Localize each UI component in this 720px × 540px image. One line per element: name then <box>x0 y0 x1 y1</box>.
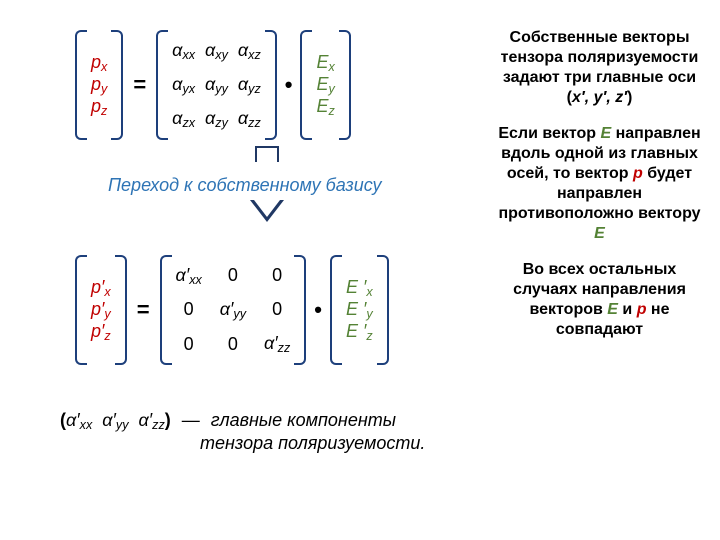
equals-sign: = <box>127 297 160 323</box>
equation-eigenbasis: p′x p′y p′z = α′xx 0 0 0 α′yy 0 0 0 α′zz… <box>75 255 389 365</box>
p-vector: px py pz <box>87 48 111 122</box>
explanation-sidebar: Собственные векторы тензора поляризуемос… <box>497 28 702 356</box>
bracket-icon <box>330 255 342 365</box>
E-vector: Ex Ey Ez <box>312 48 338 122</box>
bracket-icon <box>300 30 312 140</box>
sidebar-paragraph-1: Собственные векторы тензора поляризуемос… <box>497 28 702 108</box>
alpha-prime-matrix: α′xx 0 0 0 α′yy 0 0 0 α′zz <box>172 259 295 361</box>
bracket-icon <box>111 30 123 140</box>
p-prime-vector: p′x p′y p′z <box>87 273 115 347</box>
alpha-matrix: αxx αxy αxz αyx αyy αyz αzx αzy αzz <box>168 34 265 136</box>
bracket-icon <box>160 255 172 365</box>
sidebar-paragraph-2: Если вектор E направлен вдоль одной из г… <box>497 124 702 244</box>
equals-sign: = <box>123 72 156 98</box>
equation-original: px py pz = αxx αxy αxz αyx αyy αyz αzx α… <box>75 30 351 140</box>
dot-operator: • <box>306 297 330 323</box>
transition-label: Переход к собственному базису <box>108 175 382 196</box>
bracket-icon <box>294 255 306 365</box>
bracket-icon <box>115 255 127 365</box>
bracket-icon <box>75 30 87 140</box>
E-prime-vector: E ′x E ′y E ′z <box>342 273 377 347</box>
bracket-icon <box>75 255 87 365</box>
bracket-icon <box>265 30 277 140</box>
bracket-icon <box>156 30 168 140</box>
bracket-icon <box>377 255 389 365</box>
principal-components-label-line2: тензора поляризуемости. <box>200 433 425 454</box>
principal-components-label: (α′xx α′yy α′zz) — главные компоненты <box>60 408 396 434</box>
sidebar-paragraph-3: Во всех остальных случаях направления ве… <box>497 260 702 340</box>
dot-operator: • <box>277 72 301 98</box>
bracket-icon <box>339 30 351 140</box>
